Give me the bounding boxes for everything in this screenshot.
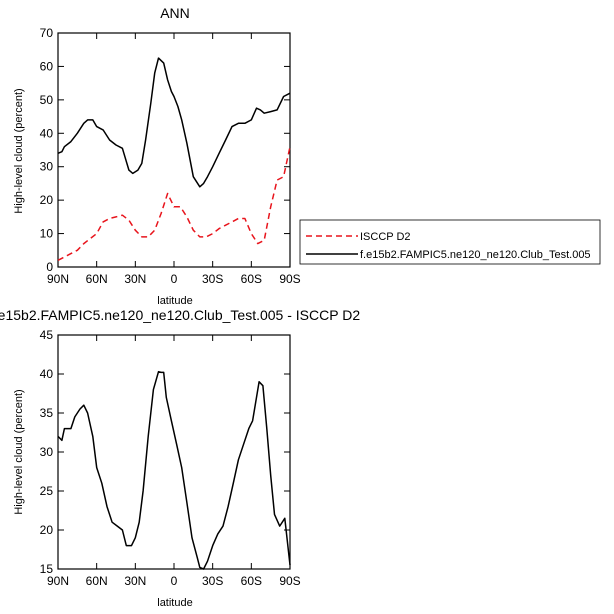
y-tick-label: 60 [40, 59, 54, 73]
legend: ISCCP D2 f.e15b2.FAMPIC5.ne120_ne120.Clu… [299, 219, 601, 265]
y-axis-label: High-level cloud (percent) [13, 88, 25, 213]
y-tick-label: 40 [40, 367, 54, 381]
x-tick-label: 30N [124, 574, 146, 588]
y-axis-label: High-level cloud (percent) [13, 389, 25, 514]
x-tick-label: 90S [279, 272, 300, 286]
x-tick-label: 30S [202, 272, 223, 286]
series-layer [57, 370, 291, 570]
panel-bottom: f.e15b2.FAMPIC5.ne120_ne120.Club_Test.00… [0, 307, 360, 609]
y-tick-label: 20 [40, 523, 54, 537]
y-tick-label: 0 [46, 260, 53, 274]
y-tick-label: 15 [40, 562, 54, 576]
x-axis-label: latitude [157, 597, 192, 609]
x-tick-label: 60S [241, 272, 262, 286]
x-axis: 90N 60N 30N 0 30S 60S 90S [47, 33, 301, 286]
chart-title: f.e15b2.FAMPIC5.ne120_ne120.Club_Test.00… [0, 307, 360, 323]
x-tick-label: 90N [47, 272, 69, 286]
legend-label-model: f.e15b2.FAMPIC5.ne120_ne120.Club_Test.00… [360, 249, 591, 261]
x-tick-label: 90S [279, 574, 300, 588]
series-line [57, 146, 291, 261]
legend-label-isccp: ISCCP D2 [360, 231, 411, 243]
y-axis: 15 20 25 30 35 40 45 [40, 328, 290, 576]
x-axis: 90N 60N 30N 0 30S 60S 90S [47, 335, 301, 588]
y-axis: 0 10 20 30 40 50 60 70 [40, 26, 290, 274]
y-tick-label: 20 [40, 193, 54, 207]
y-tick-label: 25 [40, 484, 54, 498]
x-tick-label: 60S [241, 574, 262, 588]
series-line [57, 57, 291, 188]
x-tick-label: 0 [171, 272, 178, 286]
y-tick-label: 10 [40, 227, 54, 241]
x-axis-label: latitude [157, 295, 192, 307]
x-tick-label: 90N [47, 574, 69, 588]
series-layer [57, 57, 291, 261]
series-line [57, 370, 291, 570]
x-tick-label: 60N [86, 574, 108, 588]
plot-frame [57, 32, 291, 268]
legend-box [299, 219, 601, 265]
y-tick-label: 30 [40, 445, 54, 459]
y-tick-label: 35 [40, 406, 54, 420]
x-tick-label: 60N [86, 272, 108, 286]
x-tick-label: 30N [124, 272, 146, 286]
plot-frame [57, 334, 291, 570]
x-tick-label: 0 [171, 574, 178, 588]
x-tick-label: 30S [202, 574, 223, 588]
chart-title: ANN [160, 5, 190, 21]
y-tick-label: 70 [40, 26, 54, 40]
y-tick-label: 30 [40, 160, 54, 174]
panel-top: ANN 90N 60N 30N 0 30S 60S 90S 010203040506070 … [13, 5, 301, 307]
y-tick-label: 40 [40, 126, 54, 140]
y-tick-label: 50 [40, 93, 54, 107]
y-tick-label: 45 [40, 328, 54, 342]
